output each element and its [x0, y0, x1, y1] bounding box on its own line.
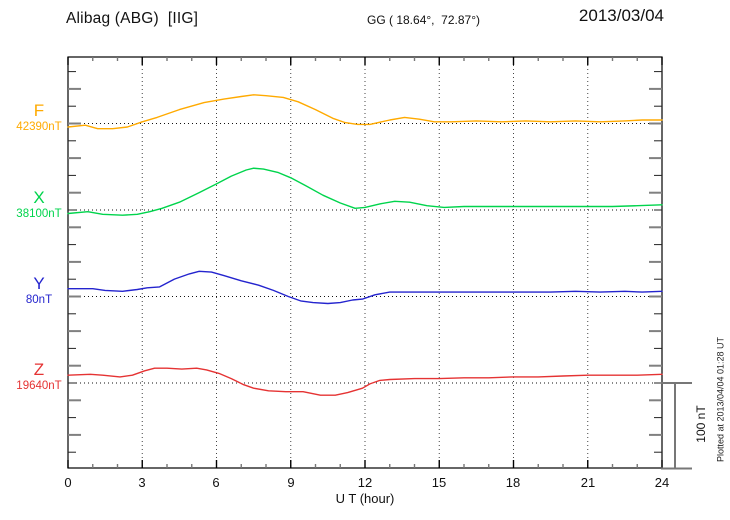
observatory-coords: GG ( 18.64°, 72.87°) [367, 13, 480, 27]
component-baseline-X: 38100nT [16, 208, 62, 220]
trace-Z [67, 367, 663, 396]
x-tick-label-6: 6 [212, 475, 220, 490]
x-tick-label-12: 12 [357, 475, 373, 490]
component-legend-Z: Z 19640nT [14, 360, 64, 393]
x-tick-label-3: 3 [138, 475, 146, 490]
plot-timestamp-note: Plotted at 2013/04/04 01:28 UT [715, 336, 726, 463]
x-tick-label-24: 24 [654, 475, 670, 490]
trace-X [67, 167, 663, 216]
component-legend-X: X 38100nT [14, 188, 64, 221]
component-label-Y: Y [33, 274, 45, 293]
x-tick-label-15: 15 [431, 475, 447, 490]
x-tick-label-21: 21 [580, 475, 596, 490]
x-axis-label: U T (hour) [335, 491, 395, 506]
plot-date: 2013/03/04 [578, 6, 664, 25]
component-baseline-Z: 19640nT [16, 380, 62, 392]
x-tick-label-9: 9 [287, 475, 295, 490]
trace-Y [67, 270, 663, 305]
component-label-X: X [33, 188, 45, 207]
x-tick-label-18: 18 [505, 475, 521, 490]
component-baseline-F: 42390nT [16, 121, 62, 133]
x-tick-label-0: 0 [64, 475, 72, 490]
component-label-F: F [33, 101, 45, 120]
scale-bar-label: 100 nT [694, 405, 708, 443]
component-baseline-Y: 80nT [25, 294, 53, 306]
trace-F [67, 94, 663, 130]
plot-frame [67, 56, 663, 469]
component-legend-F: F 42390nT [14, 101, 64, 134]
component-label-Z: Z [33, 360, 45, 379]
component-legend-Y: Y 80nT [14, 274, 64, 307]
station-title: Alibag (ABG) [IIG] [66, 10, 199, 27]
